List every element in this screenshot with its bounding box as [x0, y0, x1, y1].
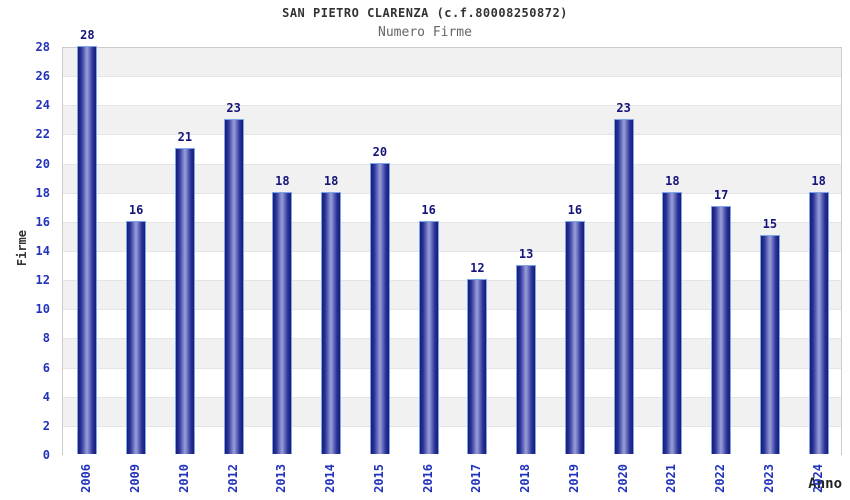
bar-2014	[321, 192, 341, 454]
x-tick-label: 2017	[469, 464, 483, 493]
y-tick-label: 22	[35, 127, 50, 142]
y-tick-label: 2	[42, 418, 50, 433]
y-tick-label: 26	[35, 69, 50, 84]
bar-2016	[419, 221, 439, 454]
bar-2010	[175, 148, 195, 454]
bar-value-label: 23	[616, 101, 631, 115]
y-tick-label: 20	[35, 156, 50, 171]
bar-value-label: 18	[811, 174, 826, 188]
x-tick-label: 2016	[421, 464, 435, 493]
bar-value-label: 20	[372, 145, 388, 159]
x-tick-label: 2018	[518, 464, 532, 493]
grid-band	[63, 48, 841, 78]
x-tick-label: 2020	[616, 464, 630, 493]
x-tick-label: 2022	[713, 464, 727, 493]
bar-2012	[224, 119, 244, 454]
grid-band	[63, 106, 841, 136]
x-tick-label: 2024	[811, 464, 825, 493]
x-tick-label: 2010	[177, 464, 191, 493]
bar-value-label: 13	[518, 247, 534, 261]
y-tick-label: 24	[35, 98, 50, 113]
x-tick-label: 2006	[79, 464, 93, 493]
bar-value-label: 21	[177, 130, 193, 144]
y-tick-label: 14	[35, 244, 50, 258]
y-tick-label: 28	[35, 40, 50, 54]
chart-title: SAN PIETRO CLARENZA (c.f.80008250872)	[282, 6, 568, 20]
y-tick-label: 18	[35, 185, 50, 200]
x-axis-label: Anno	[808, 476, 842, 492]
x-tick-label: 2023	[762, 464, 776, 493]
x-tick-label: 2013	[274, 464, 288, 493]
x-tick-label: 2012	[226, 464, 240, 493]
chart-subtitle: Numero Firme	[378, 25, 472, 40]
y-tick-label: 10	[35, 302, 50, 317]
bar-2024	[809, 192, 829, 454]
plot-area: 28 16 21 23 18 18 20 16 12 13 16 23 18 17 15 18	[62, 28, 842, 456]
bar-value-label: 16	[567, 203, 583, 217]
y-tick-label: 8	[42, 331, 50, 346]
bar-2015	[370, 163, 390, 454]
x-tick-label: 2015	[372, 464, 386, 493]
x-tick-label: 2014	[323, 464, 337, 493]
bar-2020	[614, 119, 634, 454]
bar-2021	[662, 192, 682, 454]
x-tick-label: 2021	[664, 464, 678, 493]
bar-2023	[760, 235, 780, 454]
bar-2017	[467, 279, 487, 454]
bar-2009	[126, 221, 146, 454]
bar-value-label: 18	[275, 174, 290, 188]
bar-value-label: 18	[323, 174, 339, 188]
grid-band	[63, 77, 841, 107]
bar-value-label: 17	[713, 188, 729, 202]
bar-2013	[272, 192, 292, 454]
bar-2006	[77, 46, 97, 454]
bar-value-label: 28	[80, 28, 95, 42]
x-tick-label: 2009	[128, 464, 142, 493]
y-tick-label: 12	[35, 273, 50, 288]
bar-value-label: 12	[470, 261, 485, 275]
bar-value-label: 16	[128, 203, 144, 217]
bar-2022	[711, 206, 731, 454]
y-tick-label: 6	[42, 360, 50, 375]
bar-2018	[516, 265, 536, 454]
y-tick-label: 16	[35, 214, 50, 229]
bar-value-label: 16	[421, 203, 436, 217]
bar-value-label: 18	[665, 174, 680, 188]
bar-2019	[565, 221, 585, 454]
bar-value-label: 15	[762, 217, 778, 231]
bar-value-label: 23	[226, 101, 241, 115]
y-tick-label: 0	[42, 448, 50, 462]
x-tick-label: 2019	[567, 464, 581, 493]
y-tick-label: 4	[42, 389, 50, 404]
